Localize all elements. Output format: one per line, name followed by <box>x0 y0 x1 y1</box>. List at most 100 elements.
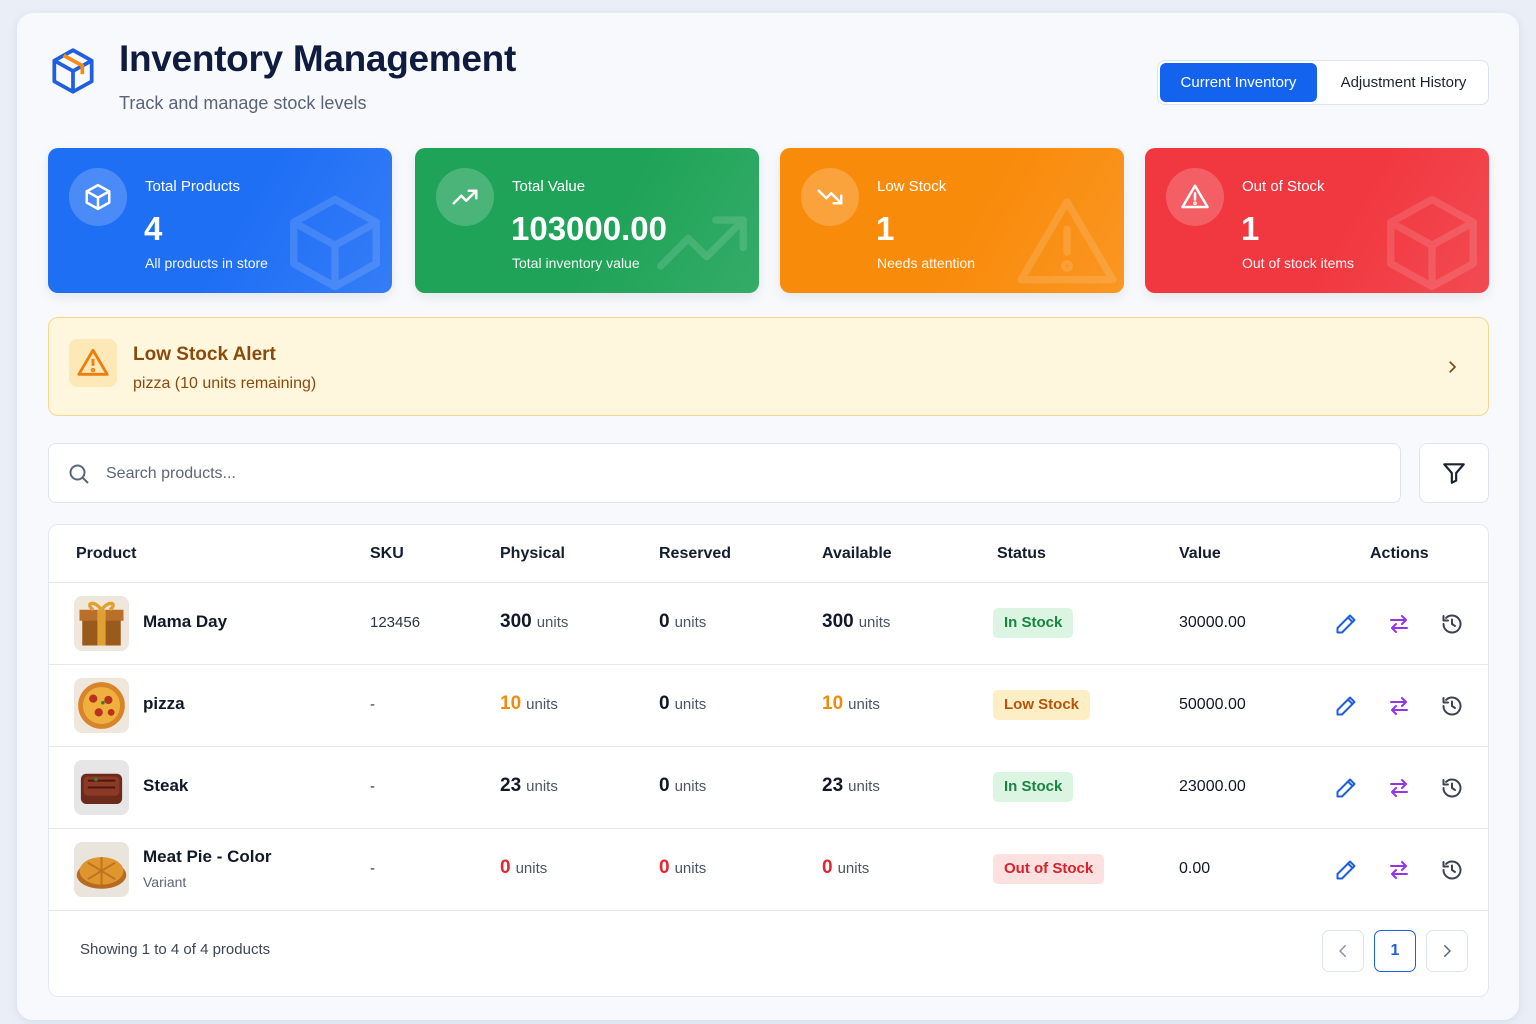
icon-svg <box>657 216 747 270</box>
stat-note: Out of stock items <box>1242 255 1355 271</box>
icon-path <box>1017 198 1117 284</box>
icon-rect <box>97 609 106 646</box>
adjust-action[interactable] <box>1387 776 1411 800</box>
icon-svg <box>1390 697 1408 715</box>
icon-path <box>1444 945 1451 957</box>
edit-action[interactable] <box>1334 776 1358 800</box>
icon-svg <box>1390 861 1408 879</box>
quantity-unit: units <box>674 860 707 877</box>
icon-circle <box>1061 259 1073 272</box>
stat-watermark <box>280 188 390 293</box>
tab[interactable]: Adjustment History <box>1340 74 1467 91</box>
quantity-amount: 10 <box>500 693 522 714</box>
icon-svg <box>69 464 89 484</box>
status-badge: Low Stock <box>993 690 1091 720</box>
stat-card: Low Stock 1 Needs attention <box>780 148 1124 293</box>
column-header: SKU <box>370 545 404 562</box>
history-action[interactable] <box>1440 776 1464 800</box>
icon-path <box>1451 782 1456 791</box>
icon-path <box>1336 778 1356 798</box>
quantity-unit: units <box>848 696 880 713</box>
quantity-unit: units <box>674 696 707 713</box>
search-box[interactable]: Search products... <box>48 443 1401 503</box>
icon-path <box>467 189 478 200</box>
quantity-unit: units <box>526 778 558 795</box>
column-header: Value <box>1179 545 1221 562</box>
icon-path <box>77 348 109 376</box>
stat-label: Total Products <box>145 178 241 195</box>
icon-path <box>1442 696 1462 716</box>
stat-value: 4 <box>144 210 163 247</box>
icon-path <box>1451 864 1456 873</box>
icon-path <box>1347 616 1354 623</box>
column-header: Actions <box>1370 545 1429 562</box>
adjust-action[interactable] <box>1387 858 1411 882</box>
tab-bar: Current Inventory Adjustment History <box>1157 60 1489 105</box>
edit-action[interactable] <box>1334 612 1358 636</box>
previous-page[interactable] <box>1322 930 1364 972</box>
edit-action[interactable] <box>1334 858 1358 882</box>
icon-svg <box>74 678 129 733</box>
quantity-amount: 0 <box>659 693 670 714</box>
icon-svg <box>1390 615 1408 633</box>
icon-svg <box>1336 614 1356 634</box>
sku: 123456 <box>370 614 421 631</box>
adjust-action[interactable] <box>1387 694 1411 718</box>
icon-svg <box>1387 195 1477 291</box>
alert-message: pizza (10 units remaining) <box>133 375 317 392</box>
alert-icon <box>69 339 117 387</box>
product-variant: Variant <box>143 874 187 890</box>
stat-note: All products in store <box>145 255 268 271</box>
icon-svg <box>1339 945 1346 957</box>
quantity: 0 units <box>822 857 869 879</box>
stat-label: Low Stock <box>877 178 947 195</box>
icon-svg <box>1336 696 1356 716</box>
stat-card: Out of Stock 1 Out of stock items <box>1145 148 1489 293</box>
icon-path <box>1390 697 1408 715</box>
icon-svg <box>1390 779 1408 797</box>
icon-svg <box>85 183 111 211</box>
low-stock-alert: Low Stock Alert pizza (10 units remainin… <box>48 317 1489 416</box>
icon-path <box>1339 945 1346 957</box>
icon-svg <box>290 195 380 291</box>
column-header: Reserved <box>659 545 732 562</box>
icon-path <box>1347 780 1354 787</box>
current-page[interactable]: 1 <box>1374 930 1416 972</box>
filter-button[interactable] <box>1419 443 1489 503</box>
stat-icon <box>69 168 127 226</box>
icon-circle <box>94 708 103 717</box>
quantity: 10 units <box>822 693 880 715</box>
icon-path <box>290 195 380 291</box>
icon-path <box>1443 463 1465 484</box>
status-badge: Out of Stock <box>993 854 1105 884</box>
icon-path <box>1390 779 1408 797</box>
stat-value: 1 <box>876 210 895 247</box>
icon-path <box>712 216 747 252</box>
stat-icon <box>436 168 494 226</box>
adjust-action[interactable] <box>1387 612 1411 636</box>
stat-label: Total Value <box>512 178 586 195</box>
quantity: 0 units <box>500 857 547 879</box>
edit-action[interactable] <box>1334 694 1358 718</box>
alert-expand[interactable] <box>1443 356 1461 383</box>
quantity-amount: 23 <box>500 775 522 796</box>
quantity-amount: 0 <box>659 611 670 632</box>
icon-svg <box>74 596 129 651</box>
sku: - <box>370 860 375 877</box>
icon-path <box>1451 700 1456 709</box>
quantity-amount: 0 <box>659 857 670 878</box>
quantity: 0 units <box>659 775 706 797</box>
history-action[interactable] <box>1440 858 1464 882</box>
tab[interactable]: Current Inventory <box>1160 63 1317 102</box>
icon-svg <box>452 189 478 205</box>
product-image <box>74 842 129 897</box>
quantity-unit: units <box>536 614 569 631</box>
icon-svg <box>1017 198 1117 284</box>
table-footer <box>49 910 1488 996</box>
history-action[interactable] <box>1440 612 1464 636</box>
stat-watermark <box>1377 188 1487 293</box>
next-page[interactable] <box>1426 930 1468 972</box>
history-action[interactable] <box>1440 694 1464 718</box>
quantity: 0 units <box>659 857 706 879</box>
